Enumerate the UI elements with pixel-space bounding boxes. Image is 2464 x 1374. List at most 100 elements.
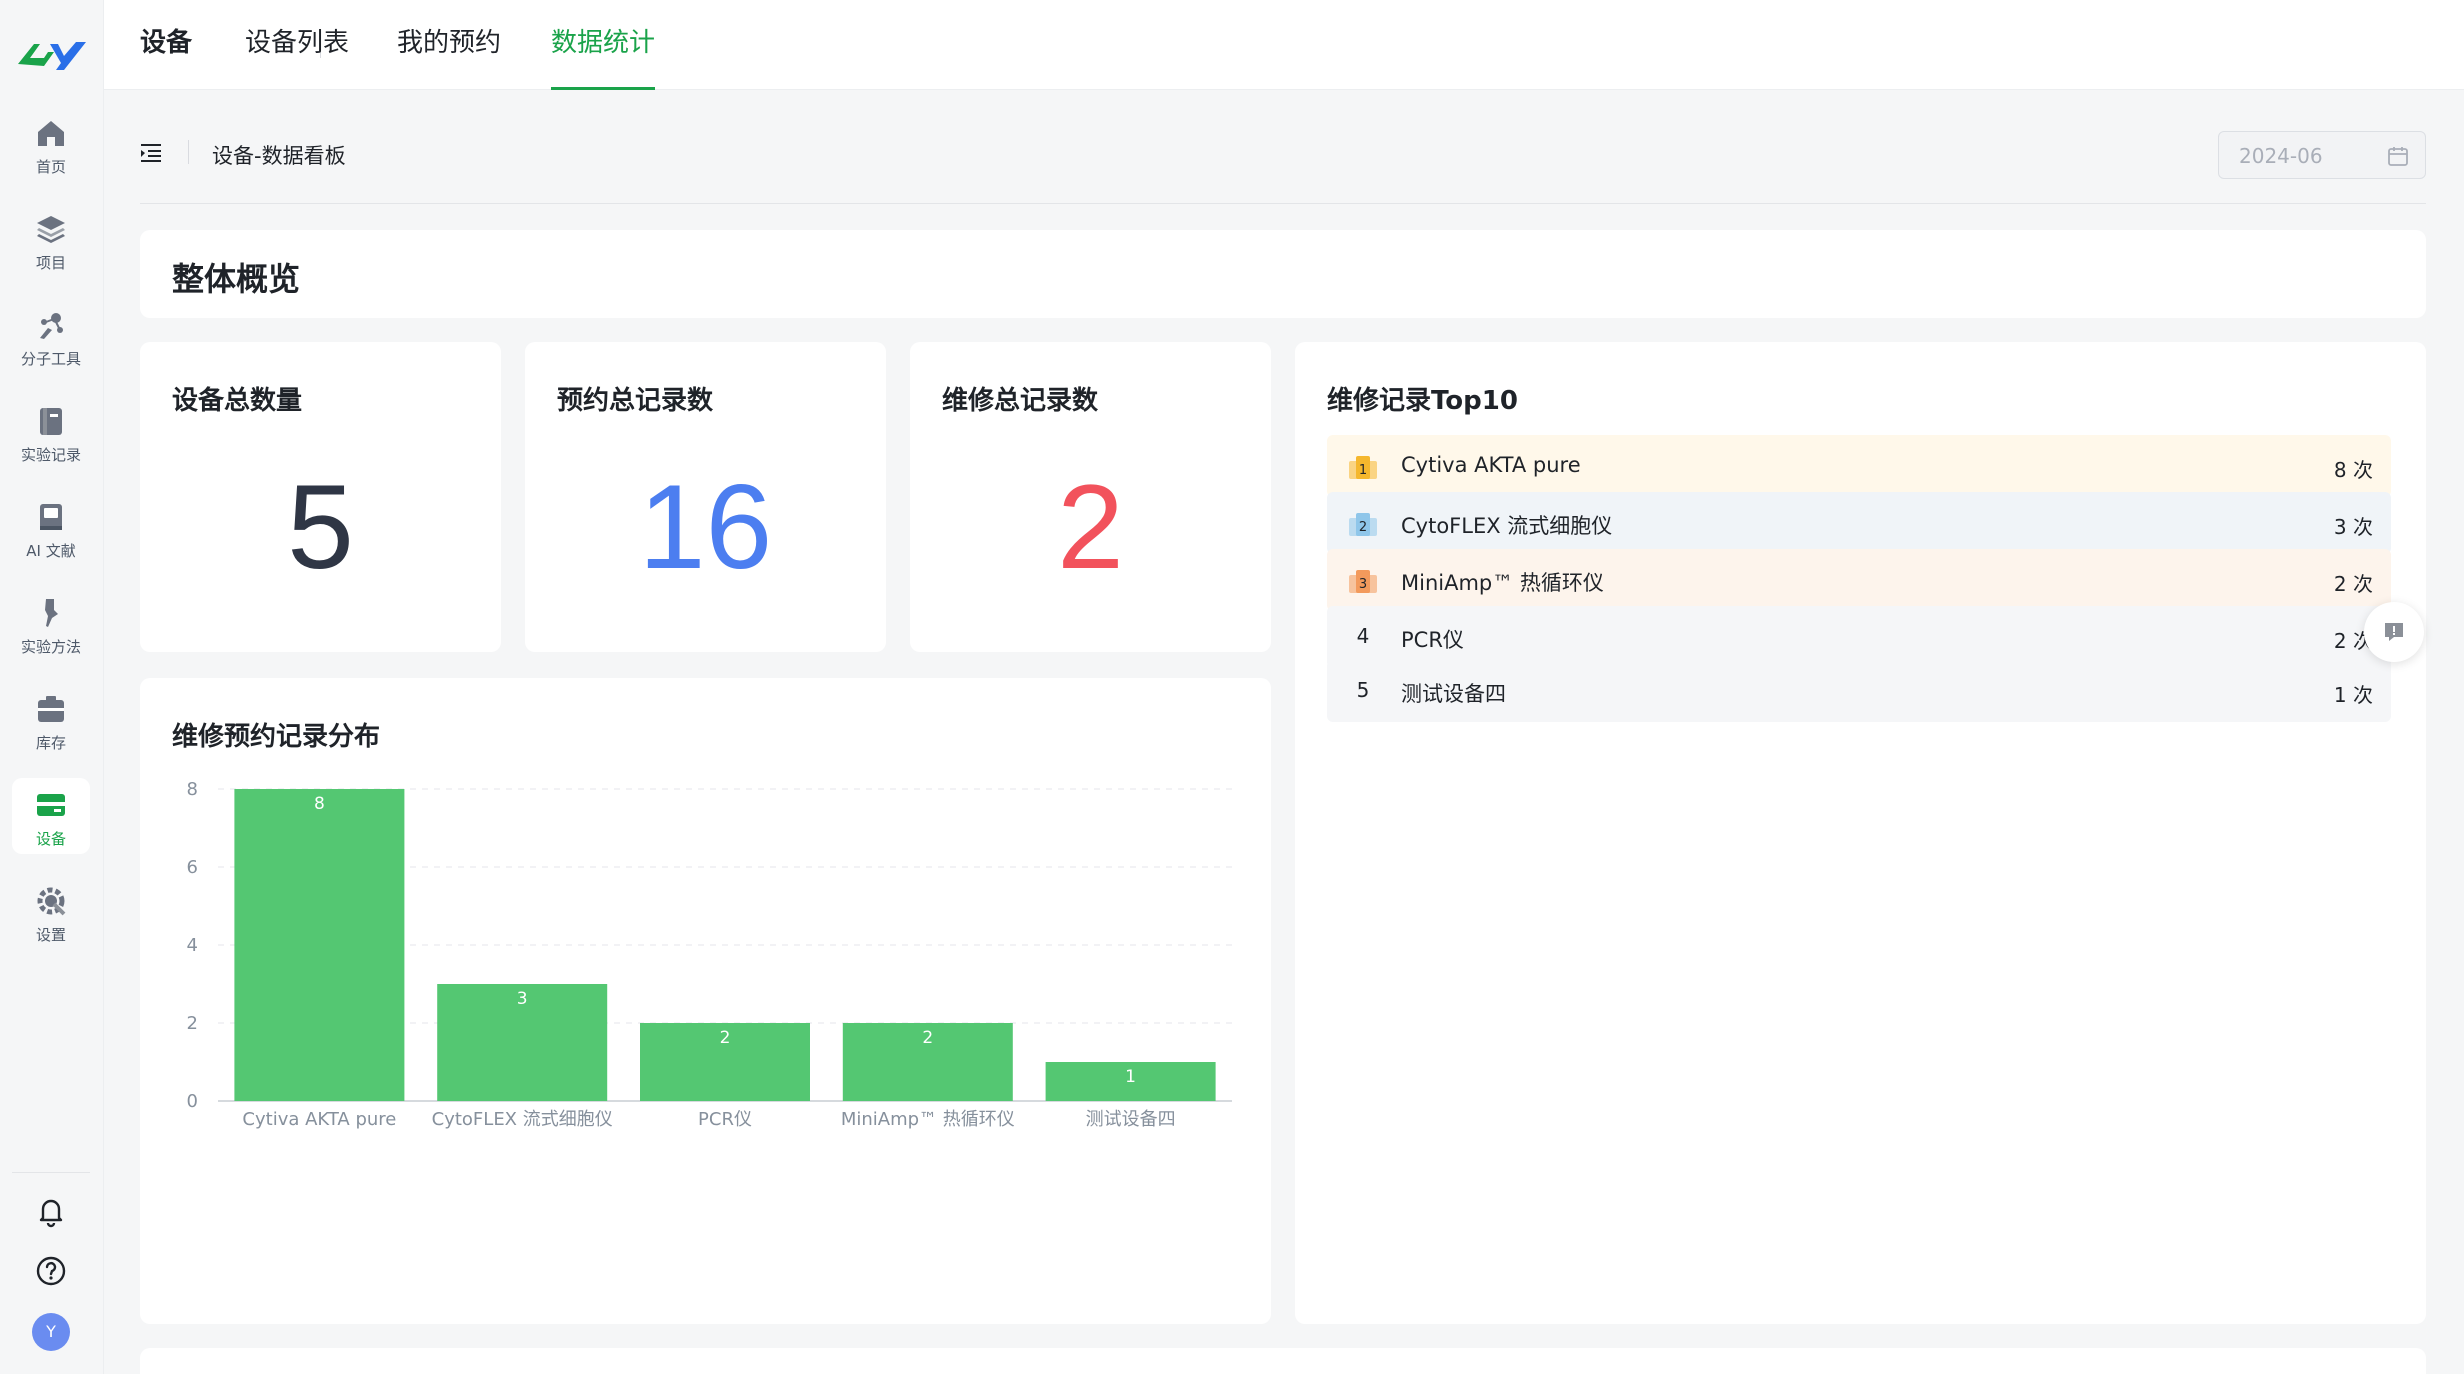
- sidebar-item-devices[interactable]: 设备: [12, 778, 90, 854]
- overview-header: 整体概览: [140, 230, 2426, 318]
- next-section-card: [140, 1348, 2426, 1374]
- x-tick-label: 测试设备四: [1086, 1109, 1176, 1130]
- repair-count: 8 次: [2333, 458, 2373, 482]
- bar: [234, 789, 405, 1101]
- repair-distribution-card: 维修预约记录分布 0 2 4 6 8 8 Cytiva AKTA pure 3 CytoFLEX…: [140, 678, 1271, 1324]
- menu-toggle-icon[interactable]: [138, 140, 164, 166]
- bar: [640, 1023, 810, 1101]
- pipette-icon: [45, 599, 58, 627]
- help-icon[interactable]: [30, 1250, 72, 1292]
- sidebar-item-ai-literature[interactable]: AI 文献: [12, 490, 90, 566]
- bar-value-label: 2: [922, 1028, 933, 1048]
- rank-number: 5: [1356, 678, 1370, 702]
- medal-icon: 2: [1349, 513, 1377, 536]
- header-divider: [140, 203, 2426, 204]
- stat-card-total-devices: 设备总数量 5: [140, 342, 501, 652]
- stat-value: 2: [1057, 460, 1124, 594]
- rank-number: 3: [1359, 577, 1367, 592]
- sidebar-item-label: 实验方法: [20, 638, 81, 656]
- stat-card-total-reservations: 预约总记录数 16: [525, 342, 886, 652]
- sidebar-item-label: 设置: [35, 926, 66, 944]
- month-picker[interactable]: 2024-06: [2218, 131, 2426, 179]
- sidebar-item-experiment-records[interactable]: 实验记录: [12, 394, 90, 470]
- top10-row: 1 Cytiva AKTA pure 8 次: [1327, 435, 2391, 497]
- sidebar-item-label: 库存: [35, 734, 66, 752]
- stat-value: 16: [638, 460, 773, 594]
- device-icon: [37, 794, 65, 816]
- bar-value-label: 2: [720, 1028, 731, 1048]
- repair-top10-card: 维修记录Top10 1 Cytiva AKTA pure 8 次 2 CytoFLEX …: [1295, 342, 2426, 1324]
- sidebar-divider: [12, 1172, 90, 1173]
- breadcrumb: 设备-数据看板: [212, 144, 346, 168]
- feedback-icon: [2385, 623, 2403, 641]
- calendar-icon: [2388, 147, 2408, 166]
- stat-label: 维修总记录数: [942, 386, 1099, 416]
- y-tick-label: 0: [187, 1091, 198, 1112]
- device-name: CytoFLEX 流式细胞仪: [1401, 514, 1613, 538]
- top10-row: 4 PCR仪 2 次: [1327, 606, 2391, 668]
- repair-count: 3 次: [2333, 515, 2373, 539]
- sidebar-item-settings[interactable]: 设置: [12, 874, 90, 950]
- sidebar-item-label: 分子工具: [20, 350, 81, 368]
- bar-value-label: 3: [517, 989, 528, 1009]
- chart-title: 维修预约记录分布: [172, 722, 381, 752]
- stat-value: 5: [287, 460, 354, 594]
- top-nav: 设备 设备列表 我的预约 数据统计: [104, 0, 2464, 90]
- device-name: PCR仪: [1401, 628, 1464, 652]
- top10-title: 维修记录Top10: [1327, 386, 1518, 416]
- notebook-icon: [40, 408, 62, 435]
- stat-label: 预约总记录数: [557, 386, 714, 416]
- app-logo[interactable]: [14, 30, 90, 78]
- sidebar-item-projects[interactable]: 项目: [12, 202, 90, 278]
- tab-statistics[interactable]: 数据统计: [551, 0, 656, 90]
- medal-icon: 3: [1349, 570, 1377, 593]
- tab-my-reservations[interactable]: 我的预约: [397, 28, 502, 58]
- y-tick-label: 8: [187, 779, 198, 800]
- stat-label: 设备总数量: [172, 386, 303, 416]
- bar-value-label: 8: [314, 794, 325, 814]
- x-tick-label: MiniAmp™ 热循环仪: [841, 1109, 1015, 1130]
- overview-title: 整体概览: [172, 260, 301, 298]
- repair-count: 2 次: [2333, 572, 2373, 596]
- feedback-button[interactable]: [2364, 602, 2424, 662]
- home-icon: [38, 121, 64, 146]
- x-tick-label: CytoFLEX 流式细胞仪: [432, 1109, 613, 1130]
- sidebar-item-label: 设备: [35, 830, 66, 848]
- sidebar-item-home[interactable]: 首页: [12, 106, 90, 182]
- medal-icon: 1: [1349, 456, 1377, 479]
- repair-distribution-chart: 0 2 4 6 8 8 Cytiva AKTA pure 3 CytoFLEX 流式细胞仪 2 PC…: [187, 779, 1232, 1130]
- device-name: 测试设备四: [1401, 682, 1506, 706]
- y-tick-label: 6: [187, 857, 198, 878]
- tab-separator: [320, 32, 321, 58]
- rank-number: 1: [1359, 463, 1367, 478]
- y-tick-label: 2: [187, 1013, 198, 1034]
- tab-devices-home[interactable]: 设备: [140, 28, 193, 58]
- x-tick-label: Cytiva AKTA pure: [242, 1109, 396, 1130]
- repair-count: 1 次: [2333, 683, 2373, 707]
- stat-card-total-repairs: 维修总记录数 2: [910, 342, 1271, 652]
- user-avatar[interactable]: Y: [32, 1313, 70, 1351]
- box-icon: [38, 696, 64, 722]
- sidebar-item-experiment-methods[interactable]: 实验方法: [12, 586, 90, 662]
- top10-row: 2 CytoFLEX 流式细胞仪 3 次: [1327, 492, 2391, 554]
- breadcrumb-separator: [188, 140, 189, 164]
- book-icon: [40, 504, 62, 530]
- sidebar-item-label: AI 文献: [26, 542, 76, 560]
- sidebar-item-label: 实验记录: [20, 446, 81, 464]
- month-picker-value: 2024-06: [2239, 144, 2323, 168]
- x-tick-label: PCR仪: [698, 1109, 752, 1130]
- sidebar-item-molecular-tools[interactable]: 分子工具: [12, 298, 90, 374]
- sidebar-item-label: 首页: [35, 158, 66, 176]
- tab-device-list[interactable]: 设备列表: [245, 28, 350, 58]
- y-tick-label: 4: [187, 935, 198, 956]
- sidebar-item-label: 项目: [35, 254, 66, 272]
- bell-icon[interactable]: [30, 1190, 72, 1232]
- sidebar-item-inventory[interactable]: 库存: [12, 682, 90, 758]
- layers-icon: [37, 216, 65, 243]
- top10-row: 5 测试设备四 1 次: [1327, 660, 2391, 722]
- rank-number: 2: [1359, 520, 1367, 535]
- molecule-icon: [40, 313, 63, 339]
- sidebar: 首页 项目 分子工具 实验记录 AI 文献: [0, 0, 104, 1374]
- bar-value-label: 1: [1125, 1067, 1136, 1087]
- bar: [1045, 1062, 1216, 1101]
